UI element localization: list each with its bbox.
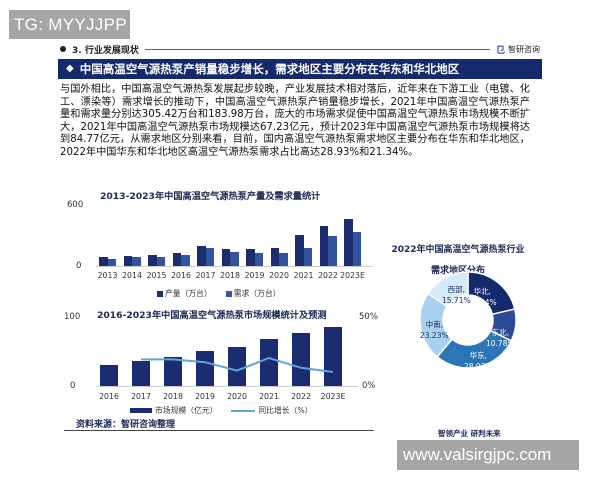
bar-production <box>172 252 181 266</box>
pie-label-dongbei: 东北, 10.78% <box>486 328 515 348</box>
page-title: 中国高温空气源热泵产销量稳步增长，需求地区主要分布在华东和华北地区 <box>79 62 460 76</box>
bar-market-size <box>260 338 278 386</box>
bar-production <box>270 247 279 266</box>
bar-demand <box>279 253 288 266</box>
bar-demand <box>303 247 312 266</box>
chart1-xtick: 2015 <box>146 271 167 280</box>
chart1-xtick: 2014 <box>122 271 142 280</box>
bar-production <box>99 256 108 266</box>
diamond-icon: ◆ <box>66 63 74 74</box>
bar-market-size <box>292 332 310 386</box>
footer-divider <box>64 430 374 431</box>
bar-production <box>246 249 255 266</box>
bar-demand <box>132 257 141 266</box>
section-label: 3. 行业发展现状 <box>72 45 139 56</box>
bar-production <box>295 235 304 266</box>
bar-market-size <box>324 326 342 386</box>
chart1-xtick: 2019 <box>244 271 265 280</box>
chart2-legend: 市场规模（亿元） 同比增长（%） <box>130 405 313 416</box>
bar-demand <box>156 256 165 266</box>
bar-market-size <box>100 365 118 386</box>
bar-market-size <box>132 360 150 386</box>
pie-title-line2: 需求地区分布 <box>430 266 485 276</box>
bar-production <box>344 219 353 266</box>
legend-swatch-demand <box>225 290 232 297</box>
legend-label-market-size: 市场规模（亿元） <box>155 406 218 415</box>
chart2-xtick: 2017 <box>131 392 151 401</box>
chart1-ytick-bottom: 0 <box>76 261 82 271</box>
legend-label-demand: 需求（万台） <box>233 289 281 298</box>
page-title-bar: ◆ 中国高温空气源热泵产销量稳步增长，需求地区主要分布在华东和华北地区 <box>58 59 542 79</box>
brand-logo: 㔾 智研咨询 <box>496 43 540 56</box>
pie-label-huabei: 华北, 21.34% <box>468 287 497 307</box>
legend-label-production: 产量（万台） <box>165 289 212 298</box>
chart1-xtick: 2018 <box>220 271 240 280</box>
overlay-badge-top: TG: MYYJJPP <box>9 10 130 39</box>
chart2-xtick: 2016 <box>99 392 119 401</box>
bar-demand <box>254 252 263 266</box>
legend-label-growth: 同比增长（%） <box>258 406 313 415</box>
bar-demand <box>107 258 116 266</box>
chart2-yright-top: 50% <box>359 312 378 322</box>
chart1-xtick: 2020 <box>269 271 289 280</box>
chart2-xtick: 2022 <box>291 392 311 401</box>
chart2-xaxis <box>96 386 358 387</box>
pie-title-line1: 2022年中国高温空气源热泵行业 <box>391 245 525 255</box>
header-divider <box>144 48 490 50</box>
overlay-badge-bottom: www.valsirgjpc.com <box>397 440 579 470</box>
bar-demand <box>352 232 361 266</box>
bar-production <box>221 249 230 266</box>
bar-production <box>123 255 132 266</box>
bar-production <box>197 246 206 266</box>
bar-market-size <box>196 351 214 386</box>
pie-label-huadong: 华东, 28.93% <box>464 351 493 371</box>
pie-label-zhongnan: 中南, 23.23% <box>420 320 449 340</box>
bar-production <box>148 254 157 266</box>
pie-label-xibu: 西部, 15.71% <box>442 285 471 305</box>
brand-logo-icon: 㔾 <box>495 45 505 56</box>
bar-market-size <box>164 356 182 386</box>
legend-swatch-market-size <box>130 408 152 413</box>
source-note: 资料来源：智研咨询整理 <box>76 420 176 430</box>
chart1-legend: 产量（万台） 需求（万台） <box>157 288 281 299</box>
footer-slogan: 智领产业 研判未来 <box>438 429 501 438</box>
chart2-xtick: 2018 <box>163 392 183 401</box>
chart2-yright-bottom: 0% <box>362 381 376 391</box>
brand-name: 智研咨询 <box>508 44 540 54</box>
chart1-xtick: 2023E <box>340 271 365 280</box>
chart2-xtick: 2019 <box>195 392 215 401</box>
bar-production <box>319 226 328 266</box>
chart2-title: 2016-2023年中国高温空气源热泵市场规模统计及预测 <box>97 310 327 321</box>
chart1-xaxis <box>96 266 372 267</box>
bullet-icon <box>60 46 66 52</box>
pie-title: 2022年中国高温空气源热泵行业 需求地区分布 <box>378 240 538 282</box>
chart2-xtick: 2020 <box>227 392 247 401</box>
chart1-xtick: 2022 <box>318 271 338 280</box>
chart1-xtick: 2021 <box>293 271 314 280</box>
bar-demand <box>230 252 239 266</box>
chart2-yleft-top: 100 <box>64 312 81 322</box>
intro-paragraph: 与国外相比，中国高温空气源热泵发展起步较晚，产业发展技术相对落后，近年来在下游工… <box>60 84 530 158</box>
chart1-ytick-top: 600 <box>67 200 84 210</box>
chart1-xtick: 2013 <box>97 271 118 280</box>
chart2-yleft-bottom: 0 <box>70 381 76 391</box>
bar-demand <box>181 254 190 266</box>
legend-swatch-growth <box>231 409 256 412</box>
chart2-xtick: 2023E <box>320 392 346 401</box>
chart2-xtick: 2021 <box>259 392 279 401</box>
bar-demand <box>328 236 337 266</box>
chart1-title: 2013-2023年中国高温空气源热泵产量及需求量统计 <box>100 191 321 202</box>
section-header: 3. 行业发展现状 㔾 智研咨询 <box>60 42 540 56</box>
bar-market-size <box>228 346 246 386</box>
chart1-xtick: 2017 <box>195 271 216 280</box>
chart1-xtick: 2016 <box>171 271 191 280</box>
bar-demand <box>205 248 214 266</box>
legend-swatch-production <box>157 290 163 297</box>
